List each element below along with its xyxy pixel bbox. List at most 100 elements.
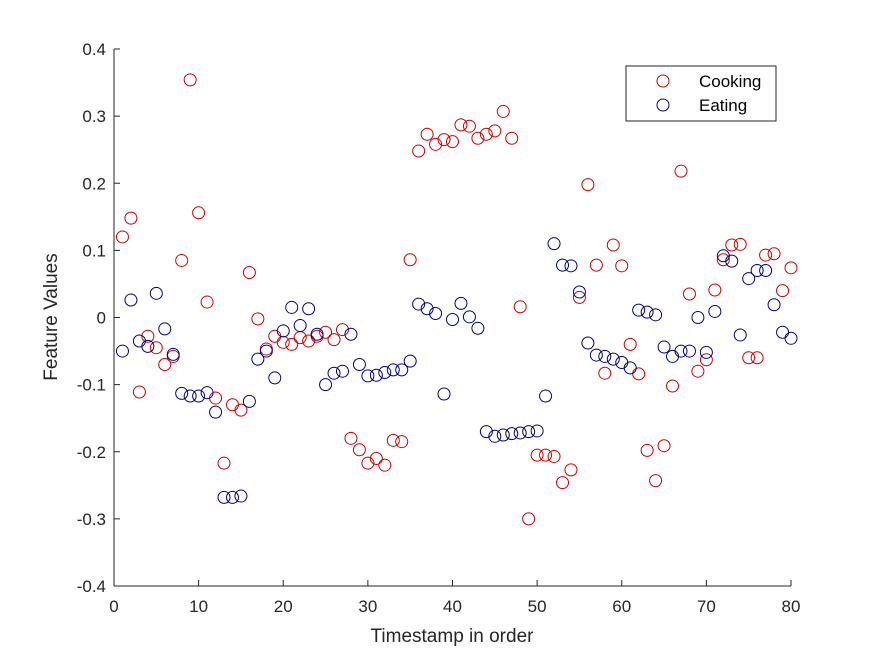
data-point-cooking (623, 337, 637, 351)
y-tick-label: 0.3 (82, 107, 106, 126)
data-point-cooking (547, 449, 561, 463)
data-point-eating (539, 389, 553, 403)
data-point-eating (479, 425, 493, 439)
data-point-eating (293, 319, 307, 333)
data-point-eating (446, 313, 459, 327)
data-point-eating (412, 297, 426, 311)
y-tick-label: -0.3 (77, 510, 106, 529)
data-point-eating (759, 264, 773, 278)
data-point-cooking (674, 164, 688, 178)
data-point-cooking (522, 512, 536, 526)
data-point-cooking (115, 230, 129, 244)
data-point-cooking (242, 266, 256, 280)
data-point-cooking (699, 353, 713, 367)
x-tick-label: 30 (358, 597, 377, 616)
data-point-eating (420, 302, 434, 316)
data-point-cooking (132, 385, 146, 399)
data-point-eating (496, 428, 510, 442)
data-point-eating (251, 352, 265, 366)
series-eating (115, 237, 798, 504)
data-point-eating (471, 321, 485, 335)
data-point-cooking (488, 124, 502, 138)
y-tick-label: -0.1 (77, 376, 106, 395)
data-point-eating (166, 347, 180, 361)
data-point-cooking (319, 325, 333, 339)
y-tick-label: 0.1 (82, 241, 106, 260)
data-point-eating (217, 490, 231, 504)
data-point-cooking (606, 238, 620, 252)
data-point-cooking (682, 287, 696, 301)
data-point-cooking (327, 333, 341, 347)
data-point-cooking (556, 476, 570, 490)
data-point-cooking (369, 451, 383, 465)
x-tick-label: 60 (612, 597, 631, 616)
y-tick-label: -0.2 (77, 443, 106, 462)
data-point-eating (200, 386, 214, 400)
data-point-cooking (158, 357, 172, 371)
data-point-eating (276, 324, 290, 338)
data-point-eating (395, 363, 409, 377)
data-point-eating (327, 366, 341, 380)
data-point-eating (784, 331, 798, 345)
data-point-eating (513, 426, 527, 440)
data-point-cooking (479, 127, 493, 141)
x-tick-label: 40 (443, 597, 462, 616)
data-point-cooking (784, 261, 798, 275)
data-point-cooking (471, 131, 485, 145)
data-point-cooking (200, 295, 214, 309)
data-point-eating (141, 339, 155, 353)
data-point-cooking (598, 366, 612, 380)
data-point-eating (310, 327, 324, 341)
data-point-cooking (149, 341, 163, 355)
data-point-cooking (175, 253, 189, 267)
data-point-cooking (285, 337, 299, 351)
data-point-eating (725, 254, 739, 268)
data-point-cooking (352, 443, 366, 457)
data-point-cooking (192, 206, 206, 220)
data-point-eating (403, 354, 417, 368)
data-point-eating (750, 264, 764, 278)
data-point-cooking (716, 253, 730, 267)
data-point-cooking (454, 118, 468, 132)
data-point-eating (192, 389, 206, 403)
data-point-eating (158, 322, 172, 336)
x-axis-label: Timestamp in order (371, 626, 535, 647)
data-point-eating (682, 344, 696, 358)
data-point-eating (640, 305, 654, 319)
data-point-cooking (589, 258, 603, 272)
x-tick-label: 50 (528, 597, 547, 616)
data-point-eating (183, 389, 197, 403)
data-point-eating (268, 371, 282, 385)
data-point-eating (505, 427, 519, 441)
legend-marker-eating (656, 98, 670, 112)
x-tick-label: 80 (782, 597, 801, 616)
data-point-eating (547, 237, 561, 251)
data-point-cooking (657, 439, 671, 453)
data-point-eating (361, 369, 375, 383)
data-point-eating (225, 490, 239, 504)
data-point-eating (437, 387, 451, 401)
data-point-eating (708, 304, 722, 318)
data-point-cooking (666, 379, 680, 393)
data-point-cooking (725, 238, 739, 252)
data-point-eating (454, 296, 468, 310)
y-tick-label: 0.2 (82, 174, 106, 193)
data-point-eating (564, 259, 578, 273)
data-point-cooking (691, 364, 705, 378)
data-point-eating (209, 405, 223, 419)
data-point-cooking (572, 290, 586, 304)
data-point-cooking (505, 131, 519, 145)
y-tick-label: 0.4 (82, 40, 106, 59)
data-point-eating (369, 368, 383, 382)
data-point-cooking (429, 137, 443, 151)
data-point-eating (386, 363, 400, 377)
data-point-eating (429, 306, 443, 320)
x-tick-label: 20 (274, 597, 293, 616)
data-point-eating (124, 293, 138, 307)
data-point-cooking (403, 253, 417, 267)
data-point-cooking (124, 211, 138, 225)
data-point-eating (462, 310, 476, 324)
data-point-cooking (632, 367, 646, 381)
data-point-cooking (251, 312, 265, 326)
data-point-cooking (776, 284, 790, 298)
